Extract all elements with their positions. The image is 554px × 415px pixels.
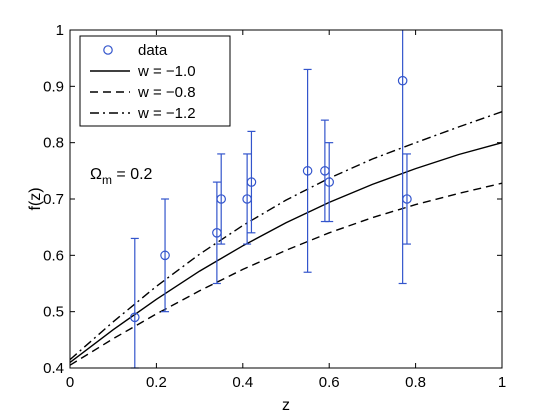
x-tick-label-2: 0.4 — [232, 374, 253, 391]
y-tick-label-2: 0.6 — [43, 247, 64, 264]
legend-label-2: w = −0.8 — [137, 84, 196, 101]
legend: data w = −1.0 w = −0.8 w = −1.2 — [79, 35, 231, 127]
legend-label-0: data — [138, 42, 168, 59]
series-line-0 — [69, 142, 503, 363]
data-point-6 — [302, 166, 313, 176]
x-tick-label-5: 1 — [498, 374, 506, 391]
y-axis-label: f(z) — [27, 187, 44, 210]
x-axis-label: z — [282, 397, 290, 414]
y-tick-label-1: 0.5 — [43, 304, 64, 321]
series-line-1 — [69, 182, 503, 366]
series-line-2 — [69, 111, 503, 361]
legend-label-3: w = −1.2 — [137, 105, 196, 122]
data-point-9 — [397, 75, 408, 86]
omega-subscript: m — [102, 173, 112, 187]
y-tick-label-6: 1 — [56, 22, 64, 39]
omega-annotation: Ωm = 0.2 — [90, 166, 153, 187]
data-point-5 — [246, 177, 257, 187]
data-point-0 — [130, 312, 140, 323]
y-tick-label-0: 0.4 — [43, 360, 64, 377]
legend-marker-data — [103, 45, 113, 55]
y-tick-label-3: 0.7 — [43, 191, 64, 208]
data-point-3 — [216, 194, 226, 204]
legend-label-1: w = −1.0 — [137, 63, 196, 80]
y-tick-label-4: 0.8 — [43, 135, 64, 152]
x-tick-label-1: 0.2 — [146, 374, 167, 391]
data-point-10 — [402, 194, 412, 204]
x-tick-label-3: 0.6 — [319, 374, 340, 391]
axes: 0 0.2 0.4 0.6 0.8 1 0.4 0.5 0.6 0.7 0.8 0.9 1 — [43, 22, 506, 391]
data-point-8 — [324, 177, 334, 187]
omega-symbol: Ω — [90, 166, 102, 183]
y-tick-label-5: 0.9 — [43, 78, 64, 95]
x-tick-label-0: 0 — [66, 374, 74, 391]
x-tick-label-4: 0.8 — [405, 374, 426, 391]
data-point-1 — [160, 250, 170, 261]
omega-value: = 0.2 — [112, 166, 153, 183]
plot-area — [69, 30, 503, 369]
legend-box — [79, 35, 231, 127]
